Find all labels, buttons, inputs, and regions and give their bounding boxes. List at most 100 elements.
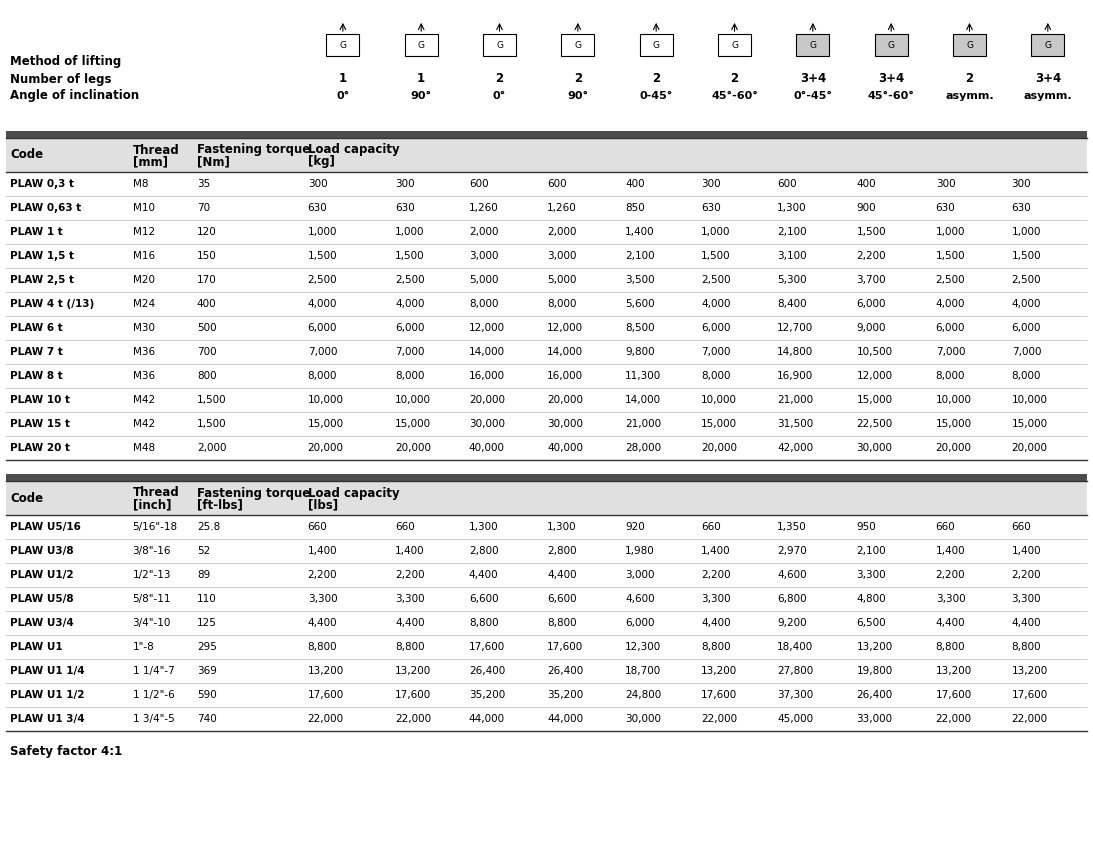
Text: 1,260: 1,260 bbox=[546, 203, 577, 213]
Text: 400: 400 bbox=[625, 179, 645, 189]
Text: 1: 1 bbox=[418, 71, 425, 85]
Text: 630: 630 bbox=[701, 203, 721, 213]
Text: 7,000: 7,000 bbox=[701, 347, 730, 357]
Text: 18,400: 18,400 bbox=[777, 642, 813, 652]
Text: 13,200: 13,200 bbox=[396, 666, 432, 676]
Bar bbox=[5, 220, 1088, 244]
Text: PLAW U3/4: PLAW U3/4 bbox=[10, 618, 73, 628]
Text: 7,000: 7,000 bbox=[308, 347, 337, 357]
Text: M10: M10 bbox=[132, 203, 154, 213]
Bar bbox=[5, 707, 1088, 731]
Text: G: G bbox=[888, 41, 895, 49]
Text: 1/2"-13: 1/2"-13 bbox=[132, 570, 172, 580]
Text: Code: Code bbox=[10, 492, 43, 505]
Text: 7,000: 7,000 bbox=[936, 347, 965, 357]
Bar bbox=[483, 34, 516, 56]
Text: 1,300: 1,300 bbox=[777, 203, 807, 213]
Text: 15,000: 15,000 bbox=[1012, 419, 1048, 429]
Text: 125: 125 bbox=[197, 618, 216, 628]
Text: 600: 600 bbox=[546, 179, 566, 189]
Text: 45,000: 45,000 bbox=[777, 714, 813, 724]
Text: 630: 630 bbox=[936, 203, 955, 213]
Text: 5,300: 5,300 bbox=[777, 275, 807, 285]
Text: 35,200: 35,200 bbox=[469, 690, 505, 700]
Text: 630: 630 bbox=[308, 203, 328, 213]
Text: 1,500: 1,500 bbox=[197, 419, 226, 429]
Text: 6,000: 6,000 bbox=[308, 323, 337, 333]
Text: 3/8"-16: 3/8"-16 bbox=[132, 546, 172, 556]
Text: 2,200: 2,200 bbox=[936, 570, 965, 580]
Text: 4,400: 4,400 bbox=[701, 618, 731, 628]
Text: 1,500: 1,500 bbox=[197, 395, 226, 405]
Text: 1,980: 1,980 bbox=[625, 546, 655, 556]
Text: 10,000: 10,000 bbox=[701, 395, 737, 405]
Text: 13,200: 13,200 bbox=[936, 666, 972, 676]
Text: 4,400: 4,400 bbox=[546, 570, 577, 580]
Text: Number of legs: Number of legs bbox=[10, 72, 111, 86]
Text: 660: 660 bbox=[308, 522, 328, 532]
Text: 5,000: 5,000 bbox=[469, 275, 498, 285]
Bar bbox=[5, 364, 1088, 388]
Text: 17,600: 17,600 bbox=[936, 690, 972, 700]
Text: 10,500: 10,500 bbox=[856, 347, 893, 357]
Text: 9,000: 9,000 bbox=[856, 323, 885, 333]
Text: 40,000: 40,000 bbox=[469, 443, 505, 453]
Text: 14,000: 14,000 bbox=[469, 347, 505, 357]
Text: 2,200: 2,200 bbox=[308, 570, 338, 580]
Text: PLAW U1: PLAW U1 bbox=[10, 642, 62, 652]
Text: PLAW 1,5 t: PLAW 1,5 t bbox=[10, 251, 74, 261]
Text: 900: 900 bbox=[856, 203, 875, 213]
Text: 950: 950 bbox=[856, 522, 877, 532]
Text: 3,700: 3,700 bbox=[856, 275, 886, 285]
Bar bbox=[5, 196, 1088, 220]
Text: 660: 660 bbox=[701, 522, 721, 532]
Text: 15,000: 15,000 bbox=[308, 419, 344, 429]
Text: 2,500: 2,500 bbox=[701, 275, 731, 285]
Text: 20,000: 20,000 bbox=[701, 443, 737, 453]
Text: 6,600: 6,600 bbox=[546, 594, 577, 604]
Text: 25.8: 25.8 bbox=[197, 522, 220, 532]
Text: 26,400: 26,400 bbox=[546, 666, 584, 676]
Text: G: G bbox=[574, 41, 581, 49]
Text: 30,000: 30,000 bbox=[546, 419, 583, 429]
Text: PLAW 15 t: PLAW 15 t bbox=[10, 419, 70, 429]
Text: PLAW 2,5 t: PLAW 2,5 t bbox=[10, 275, 74, 285]
Text: 22,000: 22,000 bbox=[701, 714, 737, 724]
Text: 2,800: 2,800 bbox=[546, 546, 577, 556]
Text: 8,800: 8,800 bbox=[546, 618, 577, 628]
Text: 37,300: 37,300 bbox=[777, 690, 813, 700]
Text: 600: 600 bbox=[777, 179, 797, 189]
Bar bbox=[5, 292, 1088, 316]
Text: 8,000: 8,000 bbox=[701, 371, 730, 381]
Text: 1,000: 1,000 bbox=[936, 227, 965, 237]
Text: 2,000: 2,000 bbox=[197, 443, 226, 453]
Bar bbox=[5, 515, 1088, 539]
Text: 90°: 90° bbox=[411, 91, 432, 101]
Text: PLAW 7 t: PLAW 7 t bbox=[10, 347, 63, 357]
Text: 30,000: 30,000 bbox=[625, 714, 661, 724]
Text: M8: M8 bbox=[132, 179, 148, 189]
Text: 2,200: 2,200 bbox=[701, 570, 731, 580]
Text: 6,600: 6,600 bbox=[469, 594, 498, 604]
Text: 90°: 90° bbox=[567, 91, 588, 101]
Text: 3+4: 3+4 bbox=[800, 71, 826, 85]
Text: 660: 660 bbox=[396, 522, 415, 532]
Text: 2,100: 2,100 bbox=[856, 546, 886, 556]
Text: 28,000: 28,000 bbox=[625, 443, 661, 453]
Text: 16,000: 16,000 bbox=[546, 371, 584, 381]
Text: Method of lifting: Method of lifting bbox=[10, 55, 121, 69]
Text: 850: 850 bbox=[625, 203, 645, 213]
Text: 17,600: 17,600 bbox=[396, 690, 432, 700]
Text: 3,000: 3,000 bbox=[469, 251, 498, 261]
Text: 30,000: 30,000 bbox=[856, 443, 892, 453]
Text: M24: M24 bbox=[132, 299, 155, 309]
Text: 1,400: 1,400 bbox=[936, 546, 965, 556]
Text: PLAW 20 t: PLAW 20 t bbox=[10, 443, 70, 453]
Text: 8,800: 8,800 bbox=[936, 642, 965, 652]
Text: 2,000: 2,000 bbox=[469, 227, 498, 237]
Text: 3,300: 3,300 bbox=[1012, 594, 1042, 604]
Text: 2,200: 2,200 bbox=[396, 570, 425, 580]
Text: 3/4"-10: 3/4"-10 bbox=[132, 618, 171, 628]
Text: PLAW 0,63 t: PLAW 0,63 t bbox=[10, 203, 81, 213]
Text: 24,800: 24,800 bbox=[625, 690, 661, 700]
